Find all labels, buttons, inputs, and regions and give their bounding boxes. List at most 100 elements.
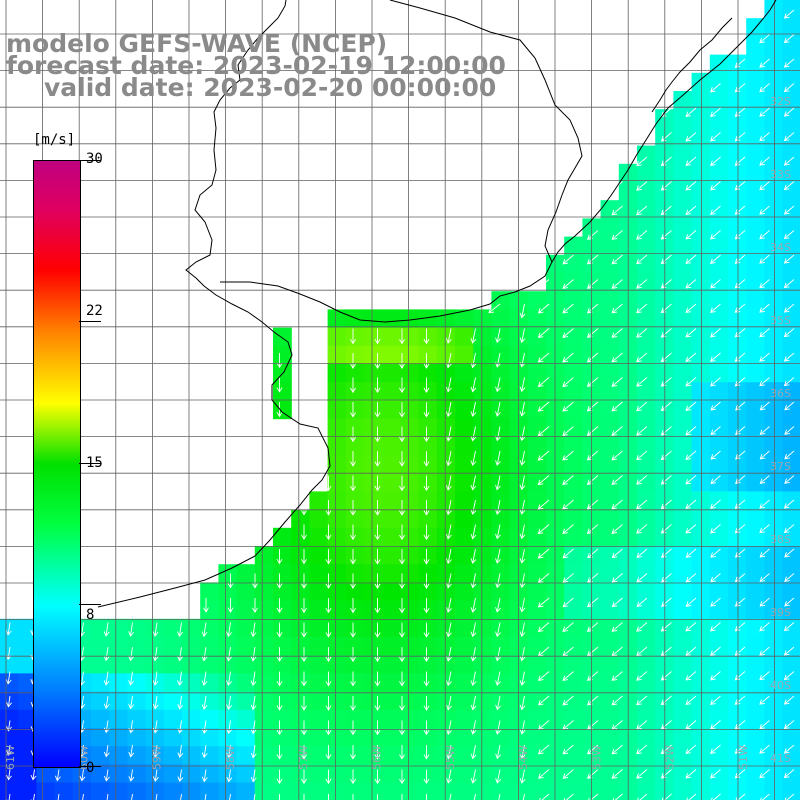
wind-arrow	[301, 696, 307, 711]
wind-speed-cell	[436, 455, 456, 474]
wind-arrow	[399, 769, 405, 785]
wind-arrow	[377, 794, 378, 800]
wind-speed-cell	[163, 655, 183, 674]
wind-speed-cell	[236, 582, 256, 602]
wind-speed-cell	[327, 345, 347, 365]
wind-speed-cell	[764, 418, 784, 438]
wind-speed-cell	[382, 345, 401, 365]
wind-speed-cell	[218, 564, 238, 583]
wind-arrow	[374, 475, 381, 492]
wind-arrow	[401, 794, 403, 800]
wind-speed-cell	[746, 273, 765, 292]
wind-speed-cell	[564, 273, 583, 292]
wind-speed-cell	[564, 728, 583, 747]
wind-speed-cell	[18, 655, 37, 674]
wind-speed-cell	[145, 764, 165, 784]
wind-arrow	[783, 671, 795, 681]
wind-speed-cell	[273, 527, 292, 547]
wind-speed-cell	[637, 364, 656, 383]
wind-speed-cell	[309, 546, 329, 565]
wind-arrow	[276, 377, 283, 393]
wind-speed-cell	[273, 673, 292, 693]
wind-arrow	[226, 695, 233, 711]
lat-label: 32S	[770, 95, 791, 108]
wind-arrow	[586, 303, 599, 314]
wind-speed-cell	[455, 618, 474, 638]
wind-speed-cell	[254, 600, 274, 620]
wind-speed-cell	[709, 382, 729, 401]
wind-speed-cell	[509, 491, 529, 511]
wind-arrow	[80, 793, 84, 800]
wind-speed-cell	[309, 782, 329, 800]
wind-arrow	[470, 671, 477, 687]
wind-speed-cell	[436, 637, 456, 656]
wind-speed-cell	[345, 436, 365, 456]
wind-speed-cell	[473, 455, 492, 474]
wind-arrow	[301, 549, 307, 565]
wind-arrow	[276, 622, 283, 638]
wind-arrow	[734, 132, 746, 142]
wind-arrow	[759, 622, 770, 632]
wind-speed-cell	[309, 764, 329, 784]
wind-speed-cell	[546, 291, 565, 310]
wind-speed-cell	[764, 291, 784, 310]
lon-label: 54W	[517, 745, 530, 770]
wind-speed-cell	[18, 709, 37, 729]
wind-speed-cell	[709, 673, 729, 693]
wind-arrow	[759, 426, 770, 435]
wind-speed-cell	[673, 109, 693, 128]
wind-speed-cell	[109, 764, 128, 784]
wind-speed-cell	[673, 473, 693, 492]
wind-speed-cell	[364, 400, 383, 420]
wind-speed-cell	[455, 527, 474, 547]
wind-arrow	[636, 156, 648, 167]
wind-speed-cell	[709, 236, 729, 256]
wind-arrow	[374, 720, 381, 736]
wind-speed-cell	[218, 637, 238, 656]
wind-speed-cell	[418, 364, 438, 383]
wind-arrow	[399, 745, 405, 760]
wind-speed-cell	[709, 436, 729, 456]
wind-speed-cell	[273, 564, 292, 583]
wind-speed-cell	[546, 254, 565, 274]
wind-speed-cell	[273, 691, 292, 711]
wind-arrow	[446, 646, 452, 662]
wind-speed-cell	[600, 637, 620, 656]
wind-speed-cell	[600, 600, 620, 620]
wind-speed-cell	[473, 491, 492, 511]
wind-speed-cell	[509, 327, 529, 347]
wind-speed-cell	[527, 309, 547, 329]
wind-speed-cell	[782, 364, 800, 383]
wind-speed-cell	[673, 655, 693, 674]
wind-arrow	[586, 401, 599, 412]
wind-speed-cell	[418, 509, 438, 529]
wind-speed-cell	[145, 691, 165, 711]
wind-speed-cell	[345, 600, 365, 620]
wind-arrow	[470, 548, 477, 564]
wind-speed-cell	[127, 782, 147, 800]
wind-speed-cell	[400, 436, 420, 456]
wind-speed-cell	[400, 345, 420, 365]
wind-arrow	[636, 524, 648, 534]
wind-speed-cell	[200, 618, 219, 638]
wind-speed-cell	[746, 382, 765, 401]
wind-speed-cell	[764, 618, 784, 638]
wind-speed-cell	[236, 673, 256, 693]
wind-speed-cell	[254, 655, 274, 674]
wind-speed-cell	[145, 655, 165, 674]
wind-speed-cell	[527, 364, 547, 383]
wind-arrow	[636, 230, 648, 240]
wind-arrow	[226, 744, 233, 759]
wind-arrow	[449, 793, 452, 800]
wind-speed-cell	[163, 637, 183, 656]
wind-arrow	[519, 475, 526, 491]
wind-speed-cell	[418, 709, 438, 729]
wind-speed-cell	[600, 345, 620, 365]
wind-speed-cell	[254, 618, 274, 638]
wind-arrow	[399, 647, 405, 663]
colorbar-tick-line-22	[79, 321, 101, 322]
wind-arrow	[759, 769, 770, 779]
wind-arrow	[301, 573, 307, 589]
wind-speed-cell	[436, 564, 456, 583]
wind-speed-cell	[709, 327, 729, 347]
